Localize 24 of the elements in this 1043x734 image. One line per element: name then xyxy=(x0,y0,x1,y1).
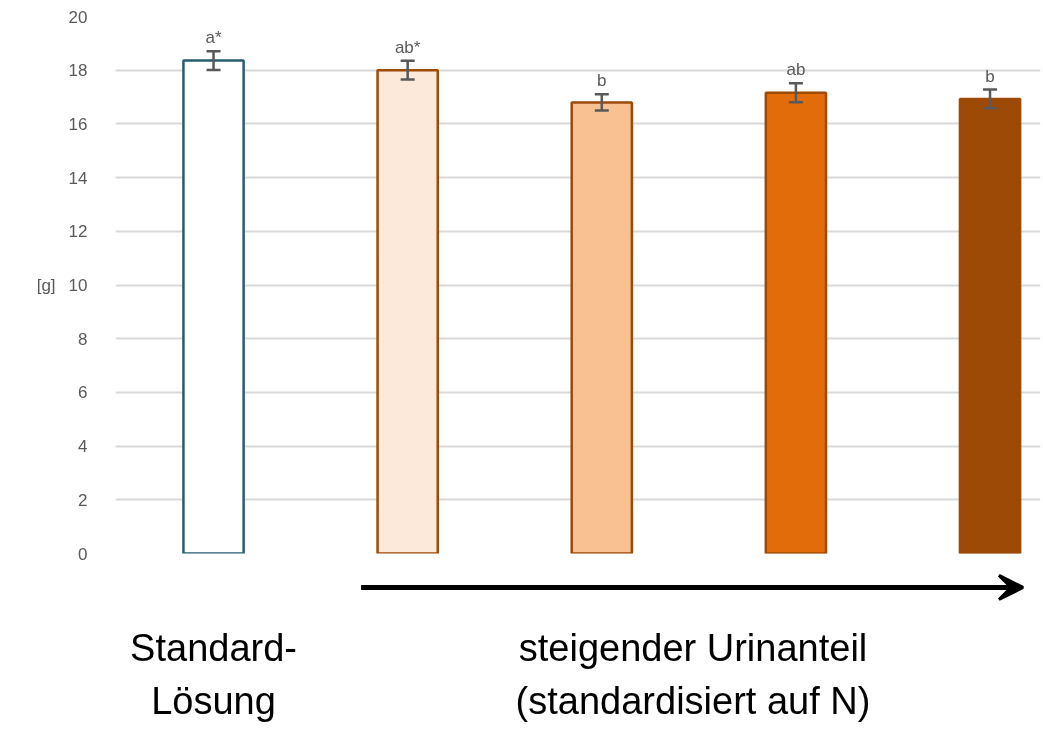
y-tick-label: 2 xyxy=(78,490,88,510)
bar xyxy=(182,59,245,554)
bar xyxy=(570,101,634,554)
annotation: ab xyxy=(786,60,806,80)
y-tick-label: 16 xyxy=(68,114,88,134)
bar xyxy=(764,91,828,554)
bar xyxy=(958,97,1022,554)
y-tick-label: 4 xyxy=(78,437,88,457)
annotation: b xyxy=(985,66,995,86)
text: Standard- Lösung xyxy=(130,627,297,722)
y-tick-label: 18 xyxy=(68,61,88,81)
y-tick-label: 10 xyxy=(68,276,88,295)
y-tick-label: 12 xyxy=(68,222,88,242)
annotation: b xyxy=(597,71,607,91)
y-tick-label: 6 xyxy=(78,383,88,403)
y-tick-label: 14 xyxy=(68,168,88,188)
y-tick-label: 20 xyxy=(68,7,88,27)
annotation: ab* xyxy=(394,37,421,57)
annotation: a* xyxy=(205,28,222,48)
y-tick-label: 8 xyxy=(78,329,88,349)
y-tick-label: 0 xyxy=(78,544,88,564)
bar xyxy=(376,68,439,554)
y-axis-title: [g] xyxy=(36,275,56,295)
text: steigender Urinanteil (standardisiert auf N) xyxy=(515,627,871,722)
